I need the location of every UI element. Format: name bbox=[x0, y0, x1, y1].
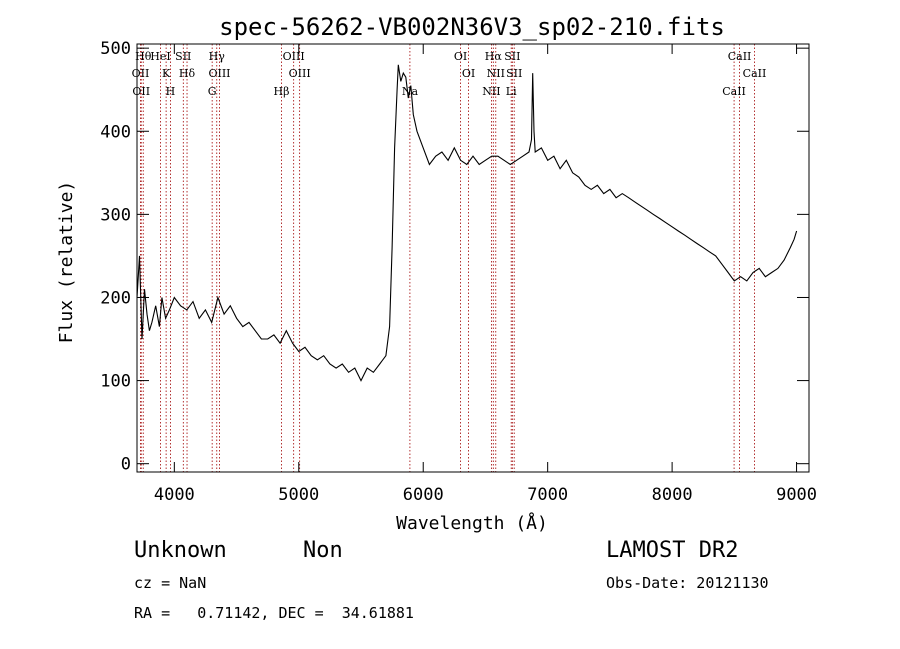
x-tick-label: 8000 bbox=[652, 485, 693, 505]
x-tick-label: 5000 bbox=[278, 485, 319, 505]
x-tick-label: 6000 bbox=[403, 485, 444, 505]
y-tick-label: 0 bbox=[121, 455, 131, 475]
y-tick-label: 300 bbox=[100, 205, 131, 225]
spectral-line-label: H bbox=[166, 85, 176, 98]
y-tick-label: 200 bbox=[100, 288, 131, 308]
spectral-line-label: OI bbox=[454, 50, 467, 63]
x-tick-label: 7000 bbox=[527, 485, 568, 505]
spectral-line-label: K bbox=[162, 67, 171, 80]
y-tick-label: 500 bbox=[100, 39, 131, 59]
spectral-line-label: OIII bbox=[208, 67, 230, 80]
spectral-line-label: HeI bbox=[150, 50, 170, 63]
spectral-line-label: Hδ bbox=[179, 67, 196, 80]
spectral-line-label: Hθ bbox=[135, 50, 152, 63]
object-subclass: Non bbox=[303, 538, 343, 563]
y-tick-label: 100 bbox=[100, 372, 131, 392]
survey-name: LAMOST DR2 bbox=[606, 538, 739, 563]
spectral-line-label: SII bbox=[175, 50, 191, 63]
spectrum-series-line bbox=[136, 64, 798, 382]
observation-date: Obs-Date: 20121130 bbox=[606, 574, 769, 592]
spectral-line-label: Hγ bbox=[209, 50, 226, 63]
spectral-line-label: OII bbox=[132, 85, 150, 98]
spectral-line-label: SII bbox=[506, 67, 522, 80]
spectral-line-label: Hβ bbox=[274, 85, 290, 98]
spectral-line-label: CaII bbox=[722, 85, 746, 98]
spectral-line-label: SII bbox=[504, 50, 520, 63]
spectral-line-label: OIII bbox=[289, 67, 311, 80]
spectral-line-label: G bbox=[208, 85, 217, 98]
spectral-line-label: Li bbox=[506, 85, 517, 98]
y-tick-label: 400 bbox=[100, 122, 131, 142]
spectral-line-label: CaII bbox=[728, 50, 752, 63]
x-tick-label: 4000 bbox=[154, 485, 195, 505]
spectral-line-label: OII bbox=[132, 67, 150, 80]
ra-dec-coordinates: RA = 0.71142, DEC = 34.61881 bbox=[134, 604, 414, 622]
chart-title: spec-56262-VB002N36V3_sp02-210.fits bbox=[219, 13, 725, 41]
spectral-line-label: NII bbox=[487, 67, 505, 80]
object-class: Unknown bbox=[134, 538, 227, 563]
spectral-line-label: Hα bbox=[485, 50, 503, 63]
x-axis-label: Wavelength (Å) bbox=[396, 512, 548, 534]
spectral-line-label: OI bbox=[462, 67, 475, 80]
spectral-line-label: NII bbox=[482, 85, 500, 98]
plot-frame bbox=[136, 43, 810, 473]
y-axis-label: Flux (relative) bbox=[56, 181, 77, 344]
spectral-line-label: CaII bbox=[743, 67, 767, 80]
spectral-line-label: OIII bbox=[283, 50, 305, 63]
redshift-cz: cz = NaN bbox=[134, 574, 207, 592]
x-tick-label: 9000 bbox=[776, 485, 817, 505]
